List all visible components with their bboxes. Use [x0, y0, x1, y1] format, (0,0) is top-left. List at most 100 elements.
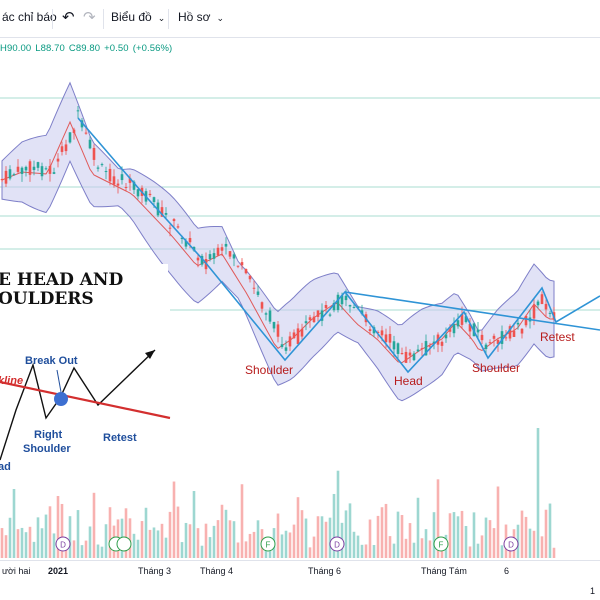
- volume-bar: [532, 530, 536, 558]
- candle-body: [220, 247, 224, 251]
- candle-body: [412, 353, 416, 361]
- volume-bar: [192, 491, 196, 558]
- candle-body: [212, 253, 216, 259]
- volume-bars: [0, 428, 556, 558]
- candle-body: [88, 139, 92, 149]
- event-marker-icon[interactable]: [55, 536, 71, 552]
- volume-bar: [296, 497, 300, 558]
- event-marker-label: D: [508, 541, 514, 550]
- event-marker-icon[interactable]: [329, 536, 345, 552]
- candle-body: [52, 172, 56, 174]
- volume-bar: [188, 524, 192, 558]
- annotation-left-shoulder: Shoulder: [245, 363, 293, 377]
- volume-bar: [548, 503, 552, 558]
- candle-body: [28, 161, 32, 175]
- candle-body: [148, 193, 152, 196]
- candle-body: [324, 304, 328, 309]
- annotation-retest: Retest: [540, 330, 575, 344]
- ohlc-low: L88.70: [35, 43, 65, 54]
- volume-bar: [8, 517, 12, 558]
- candle-body: [68, 132, 72, 143]
- candle-body: [292, 332, 296, 339]
- candle-body: [308, 317, 312, 320]
- profile-menu-button[interactable]: Hồ sơ ⌄: [178, 10, 224, 24]
- candle-body: [208, 254, 212, 260]
- candle-body: [340, 295, 344, 305]
- candle-body: [344, 295, 348, 301]
- volume-bar: [324, 521, 328, 558]
- candle-body: [120, 174, 124, 181]
- volume-bar: [56, 495, 60, 558]
- volume-bar: [24, 532, 28, 558]
- volume-bar: [416, 497, 420, 558]
- volume-bar: [44, 514, 48, 558]
- candle-body: [84, 132, 88, 134]
- toolbar-divider: [103, 9, 104, 29]
- volume-bar: [420, 538, 424, 558]
- candle-body: [516, 322, 520, 325]
- volume-bar: [372, 545, 376, 558]
- volume-bar: [320, 516, 324, 558]
- chart-menu-button[interactable]: Biểu đồ ⌄: [111, 10, 165, 24]
- candle-body: [456, 320, 460, 327]
- volume-bar: [524, 516, 528, 558]
- volume-bar: [172, 481, 176, 558]
- candle-body: [40, 166, 44, 177]
- candle-body: [8, 169, 12, 179]
- toolbar-divider: [168, 9, 169, 29]
- candle-body: [380, 330, 384, 336]
- volume-bar: [36, 517, 40, 558]
- event-marker-icon[interactable]: [116, 536, 132, 552]
- volume-bar: [80, 545, 84, 558]
- volume-bar: [220, 504, 224, 558]
- redo-icon[interactable]: ↷: [83, 9, 96, 26]
- volume-bar: [552, 547, 556, 558]
- annotation-right-shoulder: Shoulder: [472, 361, 520, 375]
- volume-bar: [500, 545, 504, 558]
- volume-bar: [436, 479, 440, 558]
- volume-bar: [40, 528, 44, 558]
- candle-body: [116, 183, 120, 186]
- event-marker-icon[interactable]: [503, 536, 519, 552]
- volume-bar: [452, 512, 456, 558]
- volume-bar: [388, 536, 392, 558]
- volume-bar: [464, 526, 468, 558]
- illustration-title-line2: OULDERS: [0, 289, 94, 309]
- volume-bar: [108, 507, 112, 558]
- candle-body: [32, 166, 36, 170]
- event-marker-icon[interactable]: [433, 536, 449, 552]
- candle-body: [240, 262, 244, 266]
- candle-body: [440, 341, 444, 346]
- volume-bar: [336, 470, 340, 558]
- volume-bar: [356, 535, 360, 558]
- volume-bar: [368, 519, 372, 558]
- event-marker-icon[interactable]: [260, 536, 276, 552]
- volume-bar: [456, 516, 460, 558]
- volume-bar: [52, 533, 56, 558]
- x-axis-label: 6: [504, 566, 510, 576]
- volume-bar: [76, 510, 80, 558]
- volume-bar: [300, 510, 304, 558]
- candle-body: [56, 158, 60, 162]
- candle-body: [272, 321, 276, 329]
- volume-bar: [60, 503, 64, 558]
- candle-body: [400, 353, 404, 355]
- candle-body: [48, 165, 52, 174]
- candle-body: [224, 243, 228, 247]
- volume-bar: [224, 509, 228, 558]
- time-axis: ười hai 2021 Tháng 3 Tháng 4 Tháng 6 Thá…: [0, 560, 600, 581]
- indicators-button[interactable]: ác chỉ báo: [2, 10, 57, 24]
- pattern-drawing: [77, 117, 600, 374]
- volume-bar: [132, 533, 136, 558]
- candle-body: [484, 344, 488, 350]
- volume-bar: [276, 513, 280, 558]
- candle-body: [152, 197, 156, 202]
- candle-body: [384, 334, 388, 343]
- undo-icon[interactable]: ↶: [62, 9, 75, 26]
- zigzag-line: [77, 117, 600, 374]
- candle-body: [0, 179, 4, 181]
- candle-body: [500, 331, 504, 344]
- volume-bar: [104, 524, 108, 558]
